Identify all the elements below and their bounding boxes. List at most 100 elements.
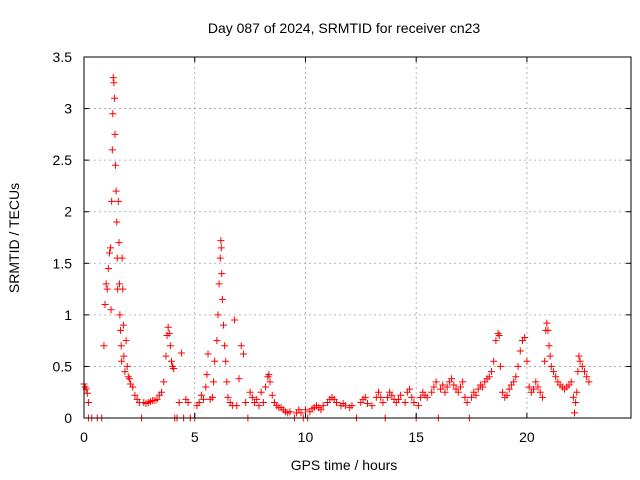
data-point [569, 393, 577, 401]
data-point [114, 197, 122, 205]
data-point [543, 319, 551, 327]
data-point [167, 357, 175, 365]
data-point [164, 323, 172, 331]
data-point [448, 375, 456, 383]
data-point [117, 342, 125, 350]
data-point [111, 161, 119, 169]
data-point [170, 364, 178, 372]
data-point [109, 74, 117, 82]
data-point [532, 378, 540, 386]
y-tick-label: 2.5 [53, 152, 73, 168]
data-point [220, 321, 228, 329]
data-point [217, 244, 225, 252]
data-point [123, 362, 131, 370]
data-point [103, 285, 111, 293]
data-point [510, 378, 518, 386]
data-point [129, 383, 137, 391]
data-point [572, 399, 580, 407]
data-point [301, 406, 309, 414]
data-point [158, 388, 166, 396]
data-point [116, 311, 124, 319]
data-point [456, 383, 464, 391]
data-point [118, 357, 126, 365]
data-point [538, 393, 546, 401]
y-tick-label: 0.5 [53, 358, 73, 374]
data-point [417, 393, 425, 401]
data-point [363, 400, 371, 408]
data-point [108, 146, 116, 154]
data-point [383, 393, 391, 401]
data-point [120, 352, 128, 360]
data-point [583, 373, 591, 381]
data-point [111, 94, 119, 102]
data-point [516, 347, 524, 355]
data-point [101, 301, 109, 309]
data-point [231, 316, 239, 324]
data-point [237, 342, 245, 350]
data-point [255, 402, 263, 410]
data-point [177, 349, 185, 357]
data-point [235, 375, 243, 383]
data-point [204, 350, 212, 358]
data-point [265, 371, 273, 379]
data-point [113, 218, 121, 226]
data-point [546, 352, 554, 360]
data-point [573, 388, 581, 396]
data-point [262, 383, 270, 391]
data-point [549, 368, 557, 376]
data-point [505, 385, 513, 393]
data-point [463, 399, 471, 407]
data-point [200, 395, 208, 403]
data-point [257, 388, 265, 396]
data-point [297, 409, 305, 417]
data-point [119, 285, 127, 293]
data-point [423, 393, 431, 401]
data-point [379, 399, 387, 407]
data-point [248, 393, 256, 401]
data-point [454, 388, 462, 396]
data-point [218, 270, 226, 278]
data-point [523, 357, 531, 365]
data-point [443, 383, 451, 391]
data-point [552, 373, 560, 381]
data-point [332, 399, 340, 407]
data-point [574, 368, 582, 376]
data-point [118, 254, 126, 262]
x-tick-label: 20 [519, 429, 535, 445]
data-point [397, 391, 405, 399]
data-point [195, 399, 203, 407]
data-point [530, 385, 538, 393]
y-tick-label: 1 [64, 307, 72, 323]
data-point [490, 357, 498, 365]
data-point [441, 388, 449, 396]
data-point [534, 383, 542, 391]
data-point [222, 357, 230, 365]
data-point [115, 239, 123, 247]
data-point [432, 378, 440, 386]
data-point [175, 399, 183, 407]
data-point [214, 311, 222, 319]
data-point [162, 352, 170, 360]
data-point [218, 295, 226, 303]
data-point [253, 395, 261, 403]
y-tick-label: 1.5 [53, 255, 73, 271]
data-point [571, 409, 579, 417]
data-point [109, 110, 117, 118]
data-point [492, 337, 500, 345]
data-point [131, 391, 139, 399]
data-point [406, 385, 414, 393]
data-point [361, 393, 369, 401]
data-point [474, 385, 482, 393]
x-tick-label: 0 [80, 429, 88, 445]
data-point [217, 237, 225, 245]
data-point [246, 388, 254, 396]
data-point [388, 391, 396, 399]
data-point [545, 342, 553, 350]
data-point [203, 371, 211, 379]
data-point [122, 337, 130, 345]
data-point [184, 399, 192, 407]
data-point [104, 264, 112, 272]
data-point [286, 408, 294, 416]
